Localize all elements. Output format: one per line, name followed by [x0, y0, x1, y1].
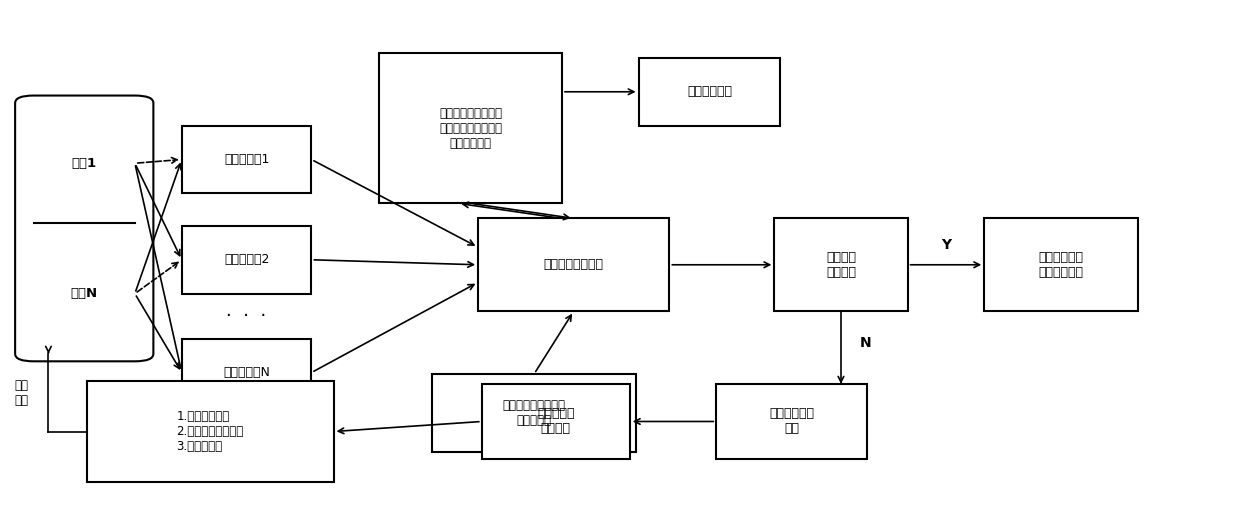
- Text: 标定模块控制模块: 标定模块控制模块: [543, 258, 604, 271]
- Text: 毫米波雷儶1: 毫米波雷儶1: [224, 153, 269, 166]
- Text: N: N: [859, 336, 872, 349]
- Bar: [639, 58, 780, 126]
- Text: 毫米波雷儶N: 毫米波雷儶N: [223, 366, 270, 379]
- Text: ·  ·  ·: · · ·: [227, 307, 267, 325]
- Text: 滤波（滤除信号不稳
定的目标）、坐标变
换、实际变换: 滤波（滤除信号不稳 定的目标）、坐标变 换、实际变换: [439, 106, 502, 150]
- Bar: [182, 339, 311, 407]
- Text: 目标N: 目标N: [71, 287, 98, 300]
- Text: 标定完成
判断模块: 标定完成 判断模块: [826, 251, 856, 279]
- Text: Y: Y: [941, 238, 951, 251]
- Text: 故障
排除: 故障 排除: [15, 379, 29, 407]
- Text: 车辆位置及运动状态
随时间信息: 车辆位置及运动状态 随时间信息: [502, 399, 565, 427]
- Bar: [985, 219, 1138, 311]
- Bar: [717, 384, 867, 459]
- Text: 标定失败判断
模块: 标定失败判断 模块: [769, 408, 815, 436]
- Bar: [774, 219, 908, 311]
- Bar: [433, 374, 636, 452]
- Bar: [87, 381, 334, 482]
- Bar: [182, 226, 311, 294]
- Text: 毫米波雷儶2: 毫米波雷儶2: [224, 254, 269, 266]
- Text: 适时自动写入
雷达标定参数: 适时自动写入 雷达标定参数: [1039, 251, 1084, 279]
- Bar: [379, 53, 562, 203]
- Bar: [482, 384, 630, 459]
- FancyBboxPatch shape: [15, 95, 154, 361]
- Text: 1.调整内部参数
2.自检硬件是否损坏
3.安装偏过大: 1.调整内部参数 2.自检硬件是否损坏 3.安装偏过大: [176, 410, 244, 453]
- Bar: [479, 219, 670, 311]
- Bar: [182, 126, 311, 193]
- Text: 目标1: 目标1: [72, 157, 97, 170]
- Text: 联合标定模块: 联合标定模块: [687, 85, 732, 98]
- Text: 标定程序及
其它问题: 标定程序及 其它问题: [537, 408, 574, 436]
